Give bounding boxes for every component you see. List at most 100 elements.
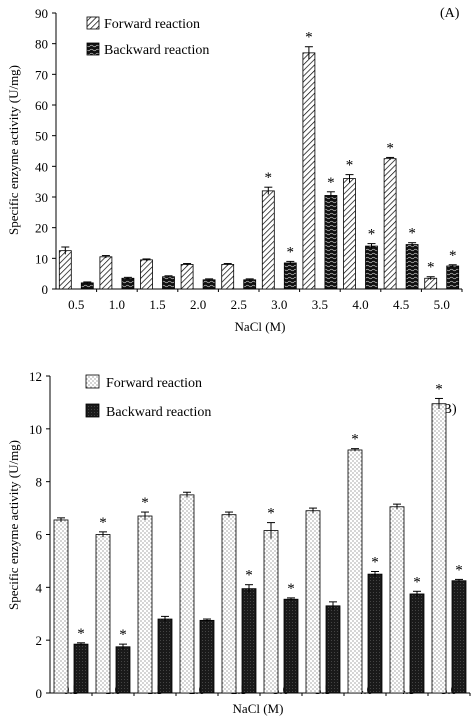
significance-asterisk: * [427, 260, 435, 276]
y-tick-label: 0 [42, 282, 49, 297]
error-bar [119, 643, 127, 650]
bar-a-forward [99, 256, 113, 290]
bar-a-forward [180, 264, 194, 290]
bar-a-backward [80, 282, 94, 290]
x-tick-label: 5.0 [434, 297, 450, 312]
bar-a-forward [343, 178, 356, 290]
error-bar [367, 243, 376, 249]
bar-b-backward [283, 598, 299, 694]
error-bar [351, 448, 359, 452]
x-tick-label: 3.5 [312, 297, 328, 312]
error-bar [245, 584, 253, 593]
bar-b-backward [409, 593, 425, 694]
error-bar [435, 397, 443, 410]
error-bar [304, 46, 313, 59]
significance-asterisk: * [141, 495, 149, 511]
error-bar [83, 281, 92, 284]
error-bar [455, 578, 463, 583]
significance-asterisk: * [287, 244, 295, 260]
bar-a-forward [424, 277, 438, 290]
x-tick-label: 2.0 [190, 297, 206, 312]
error-bar [61, 246, 70, 255]
legend-swatch-forward-b [85, 374, 100, 389]
y-tick-label: 12 [29, 369, 42, 384]
y-tick-label: 10 [35, 251, 48, 266]
panel-a-legend: Forward reaction Backward reaction [86, 16, 209, 58]
bar-a-forward [58, 250, 72, 290]
error-bar [142, 258, 151, 261]
y-tick-label: 80 [35, 37, 48, 52]
error-bar [205, 278, 214, 281]
bar-a-backward [121, 277, 135, 290]
x-tick-label: 4.5 [393, 297, 409, 312]
y-tick-label: 6 [36, 528, 43, 543]
error-bar [286, 260, 295, 265]
bar-b-forward [431, 403, 447, 694]
bar-a-forward [302, 52, 316, 290]
chart-panel-a: (A) Specific enzyme activity (U/mg) NaCl… [6, 6, 463, 334]
x-tick-label: 1.5 [149, 297, 165, 312]
bar-b-backward [451, 580, 467, 694]
error-bar [267, 522, 275, 539]
significance-asterisk: * [386, 140, 394, 156]
y-tick-label: 30 [35, 190, 48, 205]
bar-b-backward [73, 643, 89, 694]
significance-asterisk: * [77, 626, 85, 642]
bar-b-forward [179, 494, 195, 694]
error-bar [183, 491, 191, 498]
legend-swatch-backward-a [86, 42, 100, 56]
bar-b-backward [157, 618, 173, 694]
significance-asterisk: * [435, 381, 443, 397]
bar-a-backward [365, 245, 378, 290]
bar-a-backward [324, 195, 338, 290]
bar-a-forward [261, 190, 275, 290]
bar-a-forward [383, 158, 397, 290]
panel-b-x-axis-label: NaCl (M) [233, 701, 284, 716]
bar-a-backward [446, 265, 460, 290]
significance-asterisk: * [346, 158, 354, 174]
y-tick-label: 90 [35, 6, 48, 21]
error-bar [309, 507, 317, 514]
bar-b-backward [325, 605, 341, 694]
error-bar [223, 263, 232, 266]
error-bar [203, 618, 211, 622]
bar-a-forward [221, 264, 235, 290]
bar-b-forward [389, 506, 405, 694]
legend-label-backward-b: Backward reaction [106, 405, 211, 420]
error-bar [326, 191, 335, 200]
bar-b-forward [305, 510, 321, 694]
error-bar [426, 276, 435, 280]
legend-label-backward-a: Backward reaction [104, 43, 209, 58]
y-tick-label: 8 [36, 475, 43, 490]
bar-b-forward [53, 519, 69, 694]
bar-b-backward [199, 619, 215, 694]
y-tick-label: 20 [35, 221, 48, 236]
bar-a-backward [202, 279, 216, 290]
significance-asterisk: * [119, 627, 127, 643]
significance-asterisk: * [305, 30, 313, 46]
y-tick-label: 70 [35, 67, 48, 82]
error-bar [141, 511, 149, 520]
error-bar [345, 174, 354, 183]
y-tick-label: 2 [36, 633, 43, 648]
panel-a-y-axis-label: Specific enzyme activity (U/mg) [6, 65, 21, 235]
error-bar [371, 570, 379, 577]
bar-b-forward [95, 534, 111, 694]
bar-b-backward [241, 588, 257, 694]
bar-a-backward [162, 276, 175, 290]
error-bar [393, 503, 401, 510]
significance-asterisk: * [413, 574, 421, 590]
error-bar [287, 597, 295, 601]
chart-panel-b: (B) Specific enzyme activity (U/mg) NaCl… [6, 369, 471, 716]
bar-a-backward [283, 262, 297, 290]
panel-a-label: (A) [440, 6, 460, 21]
significance-asterisk: * [245, 568, 253, 584]
significance-asterisk: * [265, 170, 273, 186]
y-tick-label: 40 [35, 159, 48, 174]
y-tick-label: 50 [35, 129, 48, 144]
bar-b-forward [137, 515, 153, 694]
error-bar [101, 255, 110, 259]
legend-label-forward-a: Forward reaction [104, 17, 200, 32]
error-bar [329, 601, 337, 610]
